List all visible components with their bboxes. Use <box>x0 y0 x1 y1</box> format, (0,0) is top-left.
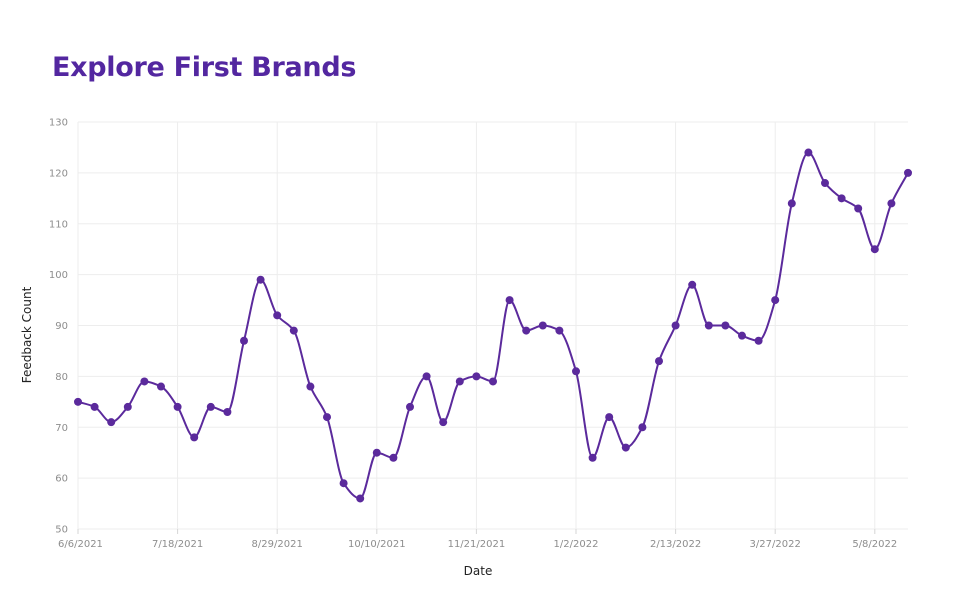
data-point[interactable] <box>389 453 398 462</box>
data-point[interactable] <box>406 402 414 411</box>
y-tick-label: 100 <box>49 270 68 281</box>
data-point[interactable] <box>804 148 813 157</box>
x-tick-label: 2/13/2022 <box>650 539 701 550</box>
y-tick-label: 70 <box>55 423 68 434</box>
data-point[interactable] <box>372 448 381 457</box>
data-point[interactable] <box>538 321 547 330</box>
data-point[interactable] <box>870 245 879 254</box>
data-points <box>74 148 912 503</box>
data-point[interactable] <box>655 357 663 366</box>
data-point[interactable] <box>90 402 99 411</box>
x-tick-label: 7/18/2021 <box>152 539 203 550</box>
x-tick-label: 5/8/2022 <box>852 539 897 550</box>
data-point[interactable] <box>771 296 780 305</box>
data-point[interactable] <box>555 326 564 335</box>
y-tick-label: 120 <box>49 168 68 179</box>
data-point[interactable] <box>887 199 896 208</box>
data-point[interactable] <box>671 321 680 330</box>
y-tick-label: 60 <box>55 474 68 485</box>
data-point[interactable] <box>754 336 763 345</box>
data-point[interactable] <box>356 494 365 503</box>
x-axis-ticks: 6/6/2021 7/18/2021 8/29/2021 10/10/2021 11/2… <box>58 529 897 550</box>
data-point[interactable] <box>190 433 199 442</box>
x-tick-label: 10/10/2021 <box>348 539 406 550</box>
data-point[interactable] <box>273 311 282 320</box>
data-point[interactable] <box>74 397 82 406</box>
data-point[interactable] <box>223 407 232 416</box>
data-point[interactable] <box>688 280 697 289</box>
y-axis-ticks: 50 60 70 80 90 100 110 120 130 <box>49 118 68 536</box>
data-point[interactable] <box>140 377 149 386</box>
data-point[interactable] <box>837 194 846 203</box>
grid-lines <box>77 121 908 530</box>
data-point[interactable] <box>721 321 730 330</box>
data-point[interactable] <box>621 443 630 452</box>
data-point[interactable] <box>306 382 315 391</box>
x-tick-label: 11/21/2021 <box>448 539 506 550</box>
data-point[interactable] <box>107 418 116 427</box>
data-point[interactable] <box>904 168 912 177</box>
data-point[interactable] <box>157 382 165 391</box>
chart-title: Explore First Brands <box>52 52 357 83</box>
data-point[interactable] <box>289 326 298 335</box>
data-point[interactable] <box>323 413 331 422</box>
data-point[interactable] <box>572 367 580 376</box>
x-tick-label: 1/2/2022 <box>554 539 599 550</box>
data-point[interactable] <box>738 331 746 340</box>
data-point[interactable] <box>206 402 215 411</box>
data-point[interactable] <box>123 402 132 411</box>
data-point[interactable] <box>787 199 796 208</box>
data-point[interactable] <box>439 418 448 427</box>
y-tick-label: 90 <box>55 321 68 332</box>
data-point[interactable] <box>339 479 348 488</box>
data-point[interactable] <box>240 336 248 345</box>
y-axis-title: Feedback Count <box>20 286 34 383</box>
data-point[interactable] <box>173 402 182 411</box>
x-tick-label: 3/27/2022 <box>750 539 801 550</box>
data-point[interactable] <box>489 377 497 386</box>
x-tick-label: 6/6/2021 <box>58 539 103 550</box>
y-tick-label: 80 <box>55 372 68 383</box>
x-tick-label: 8/29/2021 <box>252 539 303 550</box>
data-point[interactable] <box>588 453 597 462</box>
data-point[interactable] <box>704 321 713 330</box>
data-point[interactable] <box>256 275 265 284</box>
data-point[interactable] <box>522 326 531 335</box>
y-tick-label: 130 <box>49 118 68 129</box>
data-point[interactable] <box>821 179 829 188</box>
data-point[interactable] <box>455 377 464 386</box>
data-point[interactable] <box>638 423 647 432</box>
data-point[interactable] <box>605 413 614 422</box>
data-point[interactable] <box>472 372 481 381</box>
data-point[interactable] <box>854 204 863 213</box>
data-point[interactable] <box>505 296 514 305</box>
y-tick-label: 50 <box>55 525 68 536</box>
x-axis-title: Date <box>464 564 493 578</box>
data-point[interactable] <box>422 372 431 381</box>
y-tick-label: 110 <box>49 219 68 230</box>
